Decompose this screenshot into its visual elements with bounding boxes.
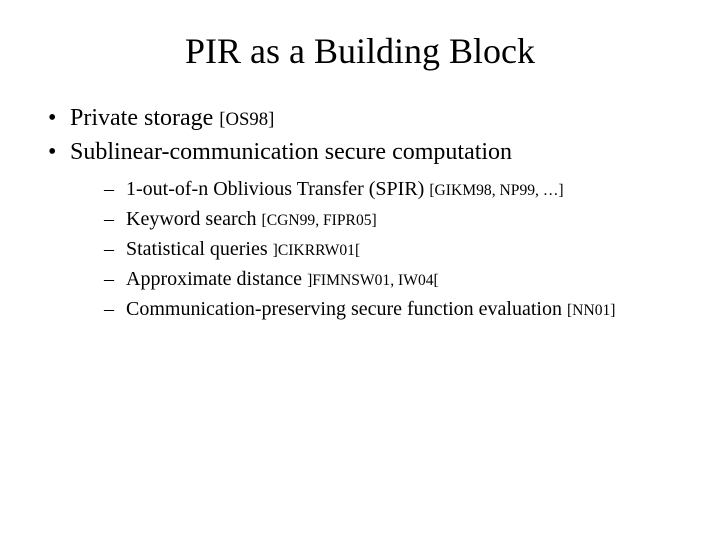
- citation: [NN01]: [567, 302, 616, 319]
- citation: ]CIKRRW01[: [273, 242, 361, 259]
- slide-title: PIR as a Building Block: [40, 30, 680, 72]
- list-item: Communication-preserving secure function…: [104, 295, 680, 323]
- citation: [OS98]: [219, 109, 274, 130]
- citation: ]FIMNSW01, IW04[: [307, 272, 439, 289]
- bullet-text: Sublinear-communication secure computati…: [70, 139, 512, 165]
- bullet-text: Private storage: [70, 105, 219, 131]
- bullet-list-level2: 1-out-of-n Oblivious Transfer (SPIR) [GI…: [104, 175, 680, 323]
- bullet-text: 1-out-of-n Oblivious Transfer (SPIR): [126, 178, 429, 200]
- bullet-text: Approximate distance: [126, 268, 307, 290]
- bullet-list-level1: Private storage [OS98] Sublinear-communi…: [46, 102, 680, 323]
- slide: PIR as a Building Block Private storage …: [0, 0, 720, 540]
- list-item: Approximate distance ]FIMNSW01, IW04[: [104, 265, 680, 293]
- citation: [GIKM98, NP99, …]: [429, 182, 563, 199]
- list-item: 1-out-of-n Oblivious Transfer (SPIR) [GI…: [104, 175, 680, 203]
- list-item: Sublinear-communication secure computati…: [46, 136, 680, 322]
- bullet-text: Keyword search: [126, 208, 262, 230]
- list-item: Keyword search [CGN99, FIPR05]: [104, 205, 680, 233]
- list-item: Statistical queries ]CIKRRW01[: [104, 235, 680, 263]
- list-item: Private storage [OS98]: [46, 102, 680, 134]
- citation: [CGN99, FIPR05]: [262, 212, 377, 229]
- bullet-text: Communication-preserving secure function…: [126, 298, 567, 320]
- bullet-text: Statistical queries: [126, 238, 273, 260]
